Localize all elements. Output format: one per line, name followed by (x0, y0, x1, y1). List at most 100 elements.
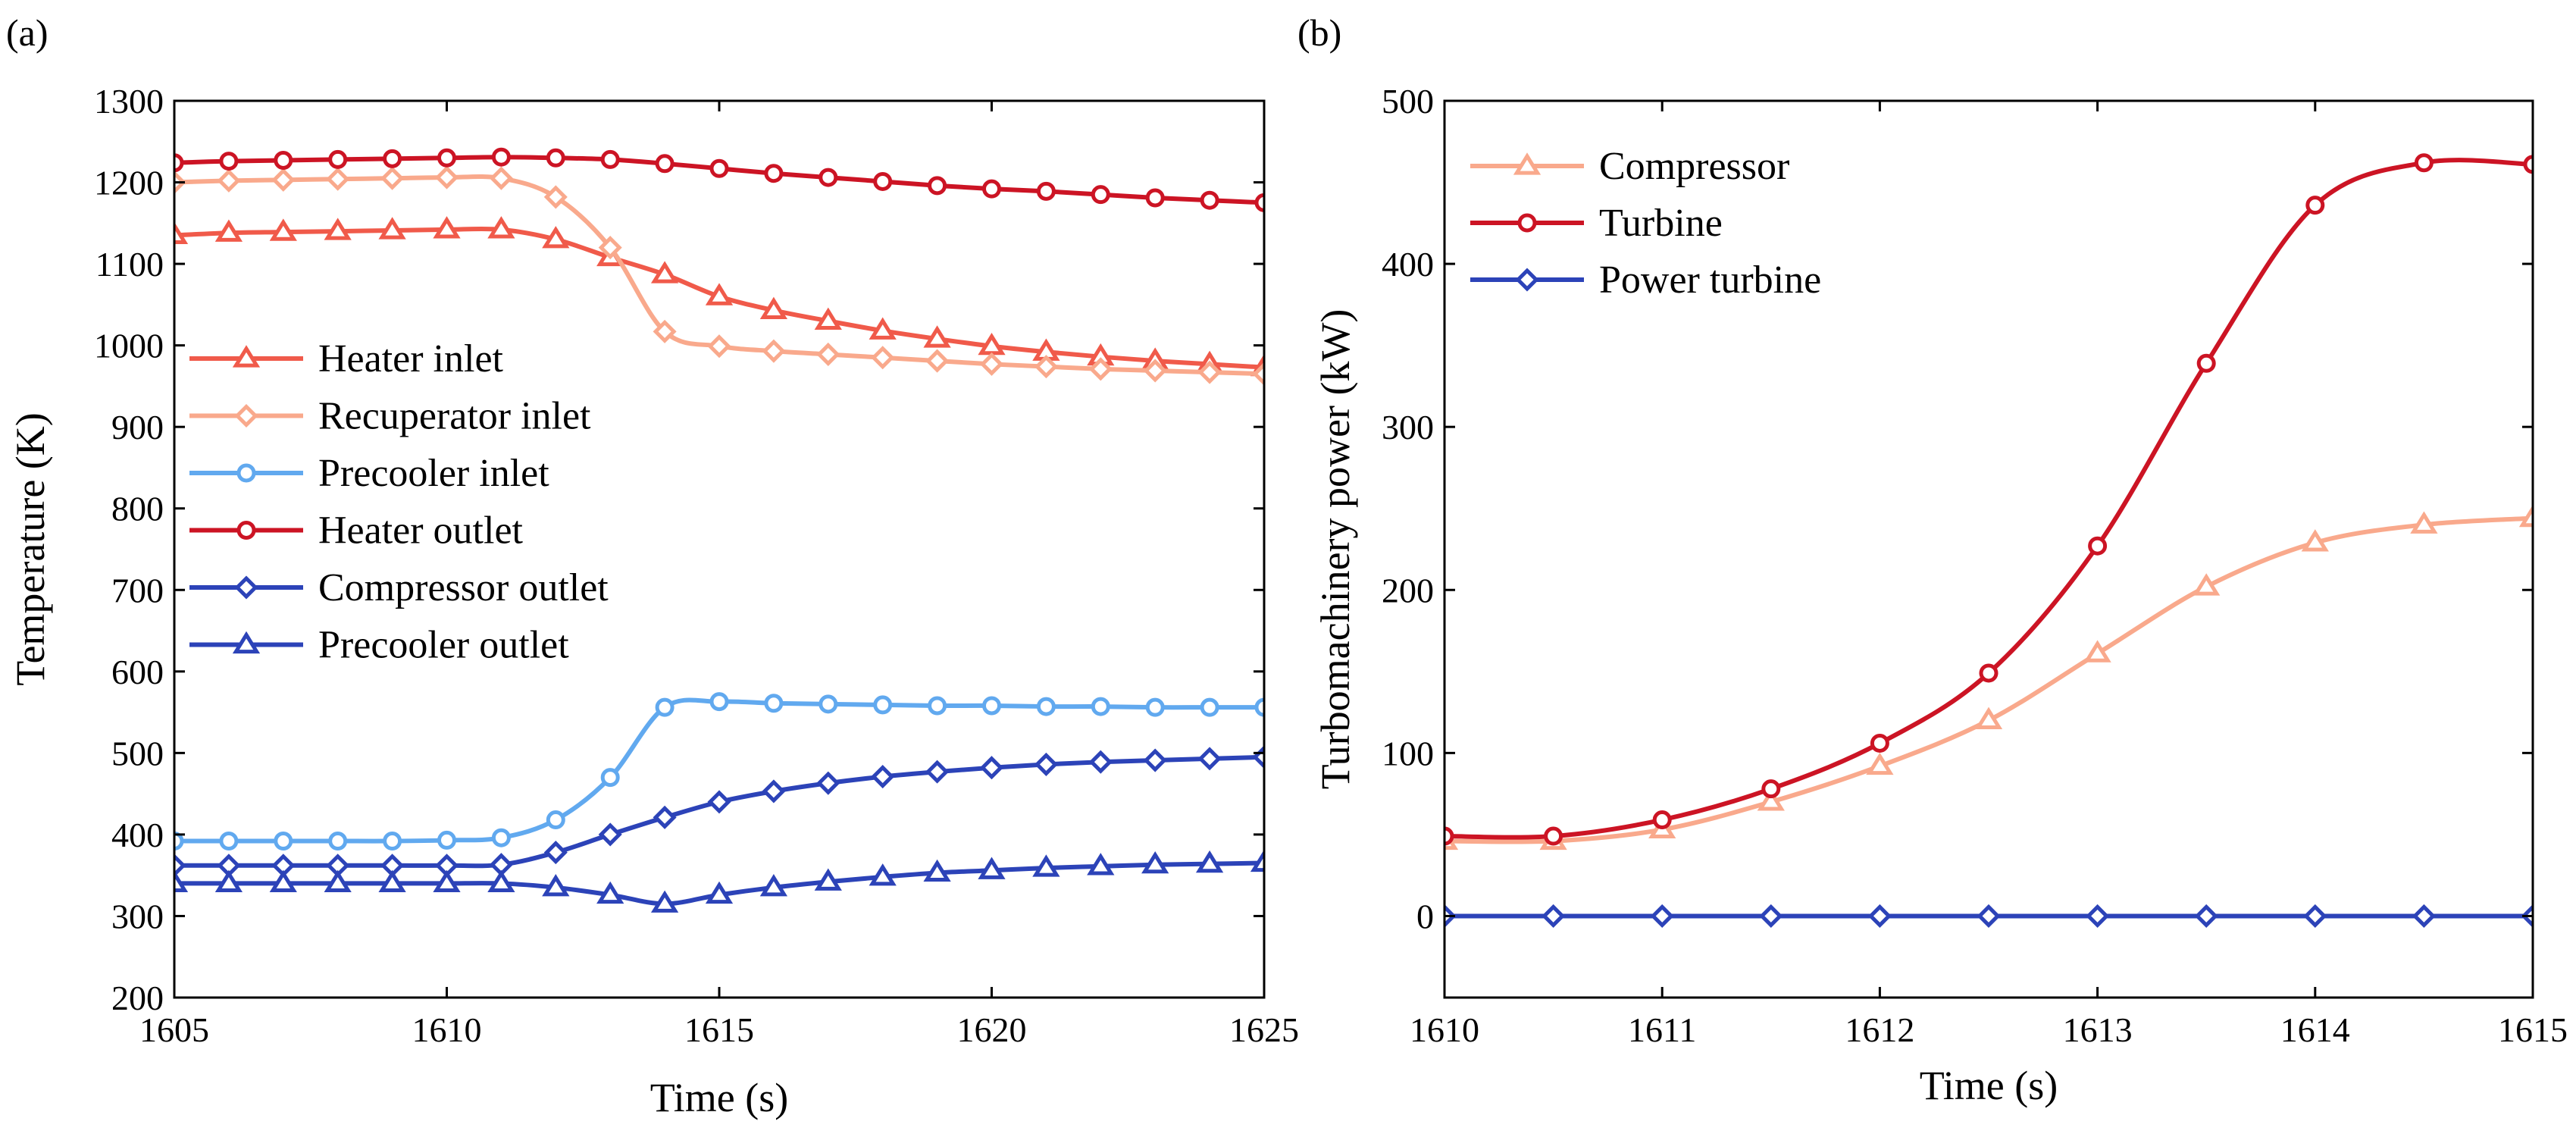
x-tick-label: 1610 (412, 1010, 482, 1049)
x-axis: 1610 1611 1612 1613 1614 1615 (1410, 101, 2568, 1049)
data-point-compressor-outlet-13 (871, 765, 895, 789)
data-point-precooler-outlet-4 (378, 869, 406, 893)
data-point-turbine-9 (2414, 153, 2434, 173)
data-point-compressor-outlet-10 (707, 790, 731, 814)
legend-label: Heater outlet (318, 509, 524, 553)
data-point-precooler-outlet-17 (1087, 853, 1115, 876)
data-point-recuperator-inlet-15 (979, 352, 1004, 376)
data-point-compressor-outlet-7 (543, 841, 568, 865)
data-point-recuperator-inlet-8 (598, 236, 622, 260)
data-point-precooler-outlet-1 (214, 869, 243, 893)
data-point-heater-inlet-13 (869, 317, 897, 340)
data-point-heater-inlet-2 (269, 218, 297, 241)
legend-label: Recuperator inlet (318, 395, 591, 438)
y-tick-label: 300 (1382, 408, 1434, 446)
data-point-precooler-inlet-20 (1254, 697, 1264, 717)
y-axis-title: Turbomachinery power (kW) (1313, 309, 1358, 790)
y-tick-label: 200 (1382, 571, 1434, 609)
data-point-compressor-5 (1974, 706, 2003, 729)
legend-swatch-marker (236, 463, 256, 483)
data-point-compressor-outlet-17 (1088, 750, 1113, 774)
legend-swatch-marker (232, 631, 261, 654)
data-point-heater-outlet-12 (818, 168, 838, 187)
data-point-recuperator-inlet-13 (871, 346, 895, 370)
data-point-heater-inlet-11 (759, 296, 788, 319)
data-point-recuperator-inlet-12 (816, 342, 840, 367)
x-axis: 1605 1610 1615 1620 1625 (139, 101, 1299, 1049)
data-point-heater-outlet-15 (982, 179, 1001, 199)
x-tick-label: 1620 (957, 1010, 1027, 1049)
data-point-heater-inlet-1 (214, 219, 243, 242)
legend: Heater inlet Recuperator inlet Precooler i… (189, 337, 609, 667)
data-point-precooler-inlet-17 (1091, 697, 1110, 716)
series-heater-outlet (174, 147, 1264, 212)
data-point-heater-outlet-4 (383, 149, 402, 168)
y-tick-label: 400 (111, 816, 164, 854)
y-tick-label: 600 (111, 653, 164, 691)
data-point-precooler-inlet-3 (328, 832, 348, 851)
series-precooler-outlet (174, 849, 1264, 913)
data-point-heater-outlet-10 (709, 158, 729, 178)
data-point-turbine-6 (2088, 536, 2108, 556)
x-tick-label: 1613 (2063, 1010, 2133, 1049)
data-point-precooler-outlet-2 (269, 869, 297, 893)
series-group (1445, 153, 2533, 928)
data-point-turbine-4 (1870, 733, 1889, 753)
legend-label: Power turbine (1599, 258, 1821, 302)
series-recuperator-inlet (174, 165, 1264, 386)
data-point-heater-outlet-2 (274, 151, 293, 171)
data-point-precooler-outlet-11 (759, 874, 788, 897)
data-point-recuperator-inlet-18 (1143, 359, 1167, 383)
data-point-precooler-inlet-5 (437, 830, 456, 850)
data-point-heater-inlet-0 (174, 221, 189, 245)
data-point-heater-inlet-15 (978, 332, 1006, 356)
data-point-power-turbine-1 (1542, 904, 1566, 928)
legend-item-recuperator-inlet: Recuperator inlet (189, 395, 591, 438)
legend: Compressor Turbine Power turbine (1470, 145, 1821, 302)
data-point-precooler-outlet-5 (433, 869, 461, 893)
legend-swatch-marker (1513, 152, 1542, 175)
data-point-heater-outlet-18 (1145, 188, 1165, 208)
data-point-heater-inlet-3 (324, 218, 352, 240)
x-tick-label: 1610 (1410, 1010, 1479, 1049)
data-point-precooler-inlet-7 (546, 810, 565, 830)
data-point-compressor-outlet-9 (653, 805, 677, 829)
series-power-turbine (1445, 904, 2533, 928)
legend-label: Compressor (1599, 145, 1789, 188)
data-point-recuperator-inlet-2 (271, 168, 296, 192)
data-point-heater-inlet-10 (705, 283, 734, 305)
data-point-precooler-inlet-16 (1036, 697, 1056, 716)
data-point-heater-outlet-19 (1200, 190, 1219, 210)
data-point-compressor-outlet-19 (1197, 747, 1222, 771)
series-compressor-outlet (174, 745, 1264, 878)
data-point-power-turbine-2 (1650, 904, 1674, 928)
x-axis-title: Time (s) (650, 1075, 789, 1120)
data-point-heater-inlet-14 (923, 325, 951, 348)
data-point-precooler-outlet-16 (1032, 854, 1060, 877)
data-point-precooler-inlet-2 (274, 832, 293, 851)
data-point-heater-outlet-5 (437, 148, 456, 168)
data-point-heater-outlet-17 (1091, 185, 1110, 205)
legend-label: Heater inlet (318, 337, 504, 381)
x-axis-title: Time (s) (1920, 1063, 2058, 1108)
data-point-recuperator-inlet-9 (653, 319, 677, 343)
data-point-compressor-outlet-14 (925, 760, 950, 784)
x-tick-label: 1612 (1845, 1010, 1914, 1049)
data-point-compressor-outlet-16 (1034, 752, 1058, 776)
data-point-heater-outlet-8 (600, 149, 620, 169)
panel-b-chart: (b) 1610 1611 1612 1613 1614 1615 0 100 200 300 400… (1297, 11, 2568, 1108)
data-point-heater-outlet-6 (491, 147, 511, 167)
data-point-turbine-0 (1445, 826, 1454, 846)
x-tick-label: 1625 (1229, 1010, 1299, 1049)
data-point-compressor-outlet-15 (979, 756, 1004, 780)
legend-swatch-marker (232, 345, 261, 368)
data-point-recuperator-inlet-16 (1034, 355, 1058, 379)
panel-label: (b) (1297, 11, 1341, 54)
x-tick-label: 1615 (684, 1010, 754, 1049)
legend-swatch-marker (234, 575, 258, 600)
y-tick-label: 200 (111, 979, 164, 1017)
legend-item-power-turbine: Power turbine (1470, 258, 1821, 302)
x-tick-label: 1611 (1628, 1010, 1696, 1049)
data-point-compressor-8 (2301, 529, 2329, 552)
